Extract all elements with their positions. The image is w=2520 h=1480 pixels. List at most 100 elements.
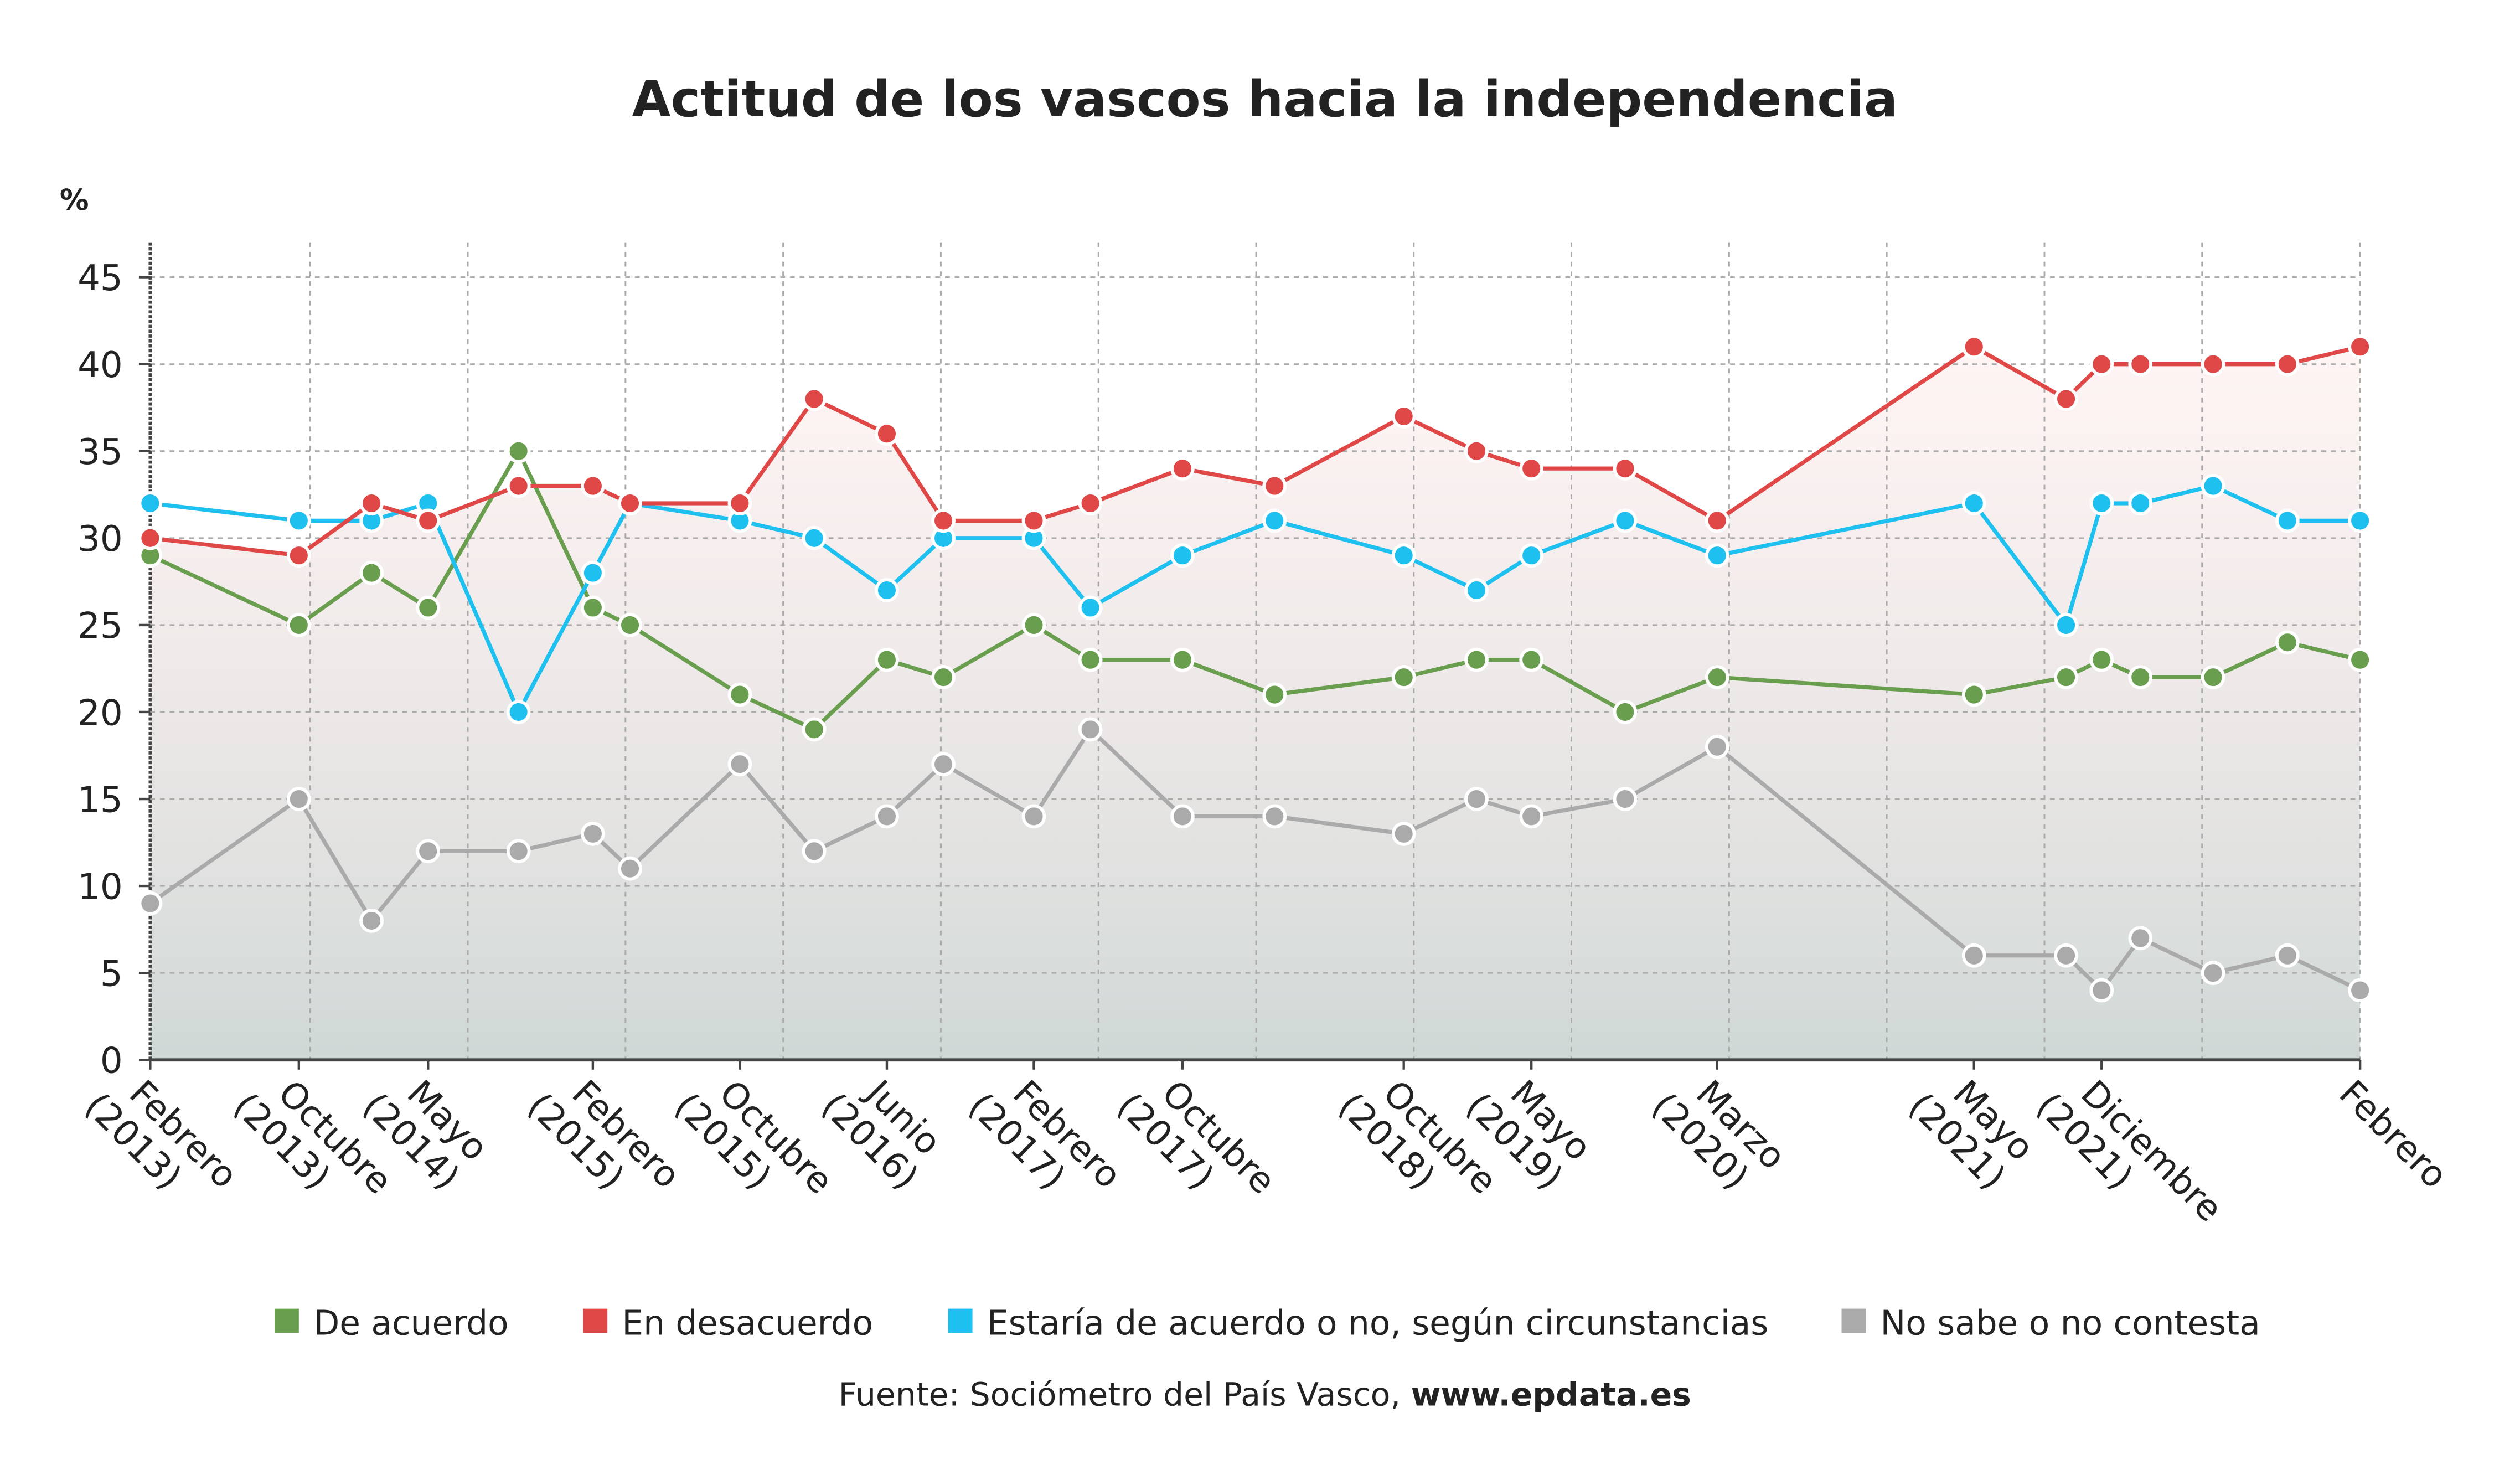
point bbox=[727, 682, 752, 707]
point bbox=[618, 856, 642, 881]
point bbox=[416, 508, 441, 533]
point bbox=[1170, 804, 1195, 829]
y-tick-label: 0 bbox=[100, 1040, 123, 1082]
point bbox=[1705, 665, 1729, 690]
point bbox=[1262, 473, 1287, 498]
x-tick-label-line: Febrero bbox=[2331, 1072, 2455, 1197]
point bbox=[1961, 334, 1986, 359]
point bbox=[1170, 647, 1195, 672]
legend-swatch bbox=[1841, 1308, 1866, 1333]
point bbox=[2201, 352, 2225, 377]
point bbox=[802, 386, 827, 411]
point bbox=[1391, 404, 1416, 429]
point bbox=[138, 525, 163, 550]
point bbox=[359, 909, 384, 933]
point bbox=[1519, 804, 1544, 829]
point bbox=[931, 665, 956, 690]
y-tick-label: 20 bbox=[78, 692, 123, 734]
point bbox=[1705, 508, 1729, 533]
point bbox=[2128, 926, 2153, 951]
point bbox=[506, 473, 531, 498]
point bbox=[1519, 647, 1544, 672]
x-tick-label: Octubre(2017) bbox=[1109, 1056, 1283, 1231]
source: Fuente: Sociómetro del País Vasco, www.e… bbox=[839, 1376, 1691, 1414]
point bbox=[1961, 943, 1986, 968]
point bbox=[2348, 978, 2373, 1003]
point bbox=[875, 578, 899, 602]
point bbox=[1519, 456, 1544, 481]
x-tick-label: Diciembre(2021) bbox=[2028, 1056, 2230, 1259]
point bbox=[1021, 613, 1046, 637]
point bbox=[618, 491, 642, 515]
point bbox=[286, 613, 311, 637]
source-link: www.epdata.es bbox=[1411, 1376, 1691, 1414]
point bbox=[286, 787, 311, 811]
x-tick-label: Octubre(2018) bbox=[1330, 1056, 1505, 1231]
x-tick-label: Febrero(2017) bbox=[961, 1056, 1129, 1225]
point bbox=[1464, 787, 1489, 811]
point bbox=[1705, 543, 1729, 568]
x-tick-label: Febrero(2015) bbox=[519, 1056, 688, 1225]
point bbox=[138, 491, 163, 515]
point bbox=[1464, 578, 1489, 602]
point bbox=[1021, 508, 1046, 533]
point bbox=[581, 473, 605, 498]
point bbox=[286, 508, 311, 533]
point bbox=[1170, 543, 1195, 568]
point bbox=[2201, 961, 2225, 986]
point bbox=[506, 839, 531, 864]
point bbox=[1078, 647, 1103, 672]
point bbox=[1613, 456, 1638, 481]
point bbox=[359, 560, 384, 585]
point bbox=[1078, 491, 1103, 515]
point bbox=[581, 595, 605, 620]
x-tick-label: Octubre(2013) bbox=[225, 1056, 400, 1231]
point bbox=[1613, 508, 1638, 533]
point bbox=[2201, 665, 2225, 690]
point bbox=[2054, 665, 2078, 690]
point bbox=[1078, 717, 1103, 742]
point bbox=[581, 821, 605, 846]
chart-title: Actitud de los vascos hacia la independe… bbox=[632, 70, 1898, 128]
point bbox=[875, 421, 899, 446]
point bbox=[618, 613, 642, 637]
point bbox=[1519, 543, 1544, 568]
point bbox=[2275, 943, 2300, 968]
point bbox=[931, 508, 956, 533]
y-tick-label: 45 bbox=[78, 257, 123, 299]
legend-label: De acuerdo bbox=[313, 1303, 509, 1343]
y-axis-label: % bbox=[60, 183, 89, 217]
point bbox=[1021, 804, 1046, 829]
legend-label: No sabe o no contesta bbox=[1880, 1303, 2260, 1343]
y-tick-label: 40 bbox=[78, 344, 123, 386]
point bbox=[286, 543, 311, 568]
point bbox=[2128, 352, 2153, 377]
point bbox=[416, 839, 441, 864]
point bbox=[2089, 491, 2114, 515]
point bbox=[506, 439, 531, 463]
point bbox=[2275, 508, 2300, 533]
point bbox=[1391, 665, 1416, 690]
source-text: Fuente: Sociómetro del País Vasco, bbox=[839, 1376, 1401, 1414]
y-tick-label: 30 bbox=[78, 518, 123, 560]
point bbox=[1391, 543, 1416, 568]
point bbox=[931, 752, 956, 777]
point bbox=[1262, 804, 1287, 829]
y-tick-label: 5 bbox=[100, 953, 123, 995]
point bbox=[2348, 647, 2373, 672]
y-tick-label: 10 bbox=[78, 866, 123, 907]
point bbox=[1961, 491, 1986, 515]
point bbox=[1170, 456, 1195, 481]
point bbox=[416, 595, 441, 620]
point bbox=[2201, 473, 2225, 498]
point bbox=[802, 717, 827, 742]
point bbox=[1262, 682, 1287, 707]
point bbox=[2089, 352, 2114, 377]
point bbox=[1613, 700, 1638, 724]
legend-label: Estaría de acuerdo o no, según circunsta… bbox=[987, 1303, 1768, 1343]
point bbox=[2089, 647, 2114, 672]
point bbox=[581, 560, 605, 585]
point bbox=[1391, 821, 1416, 846]
